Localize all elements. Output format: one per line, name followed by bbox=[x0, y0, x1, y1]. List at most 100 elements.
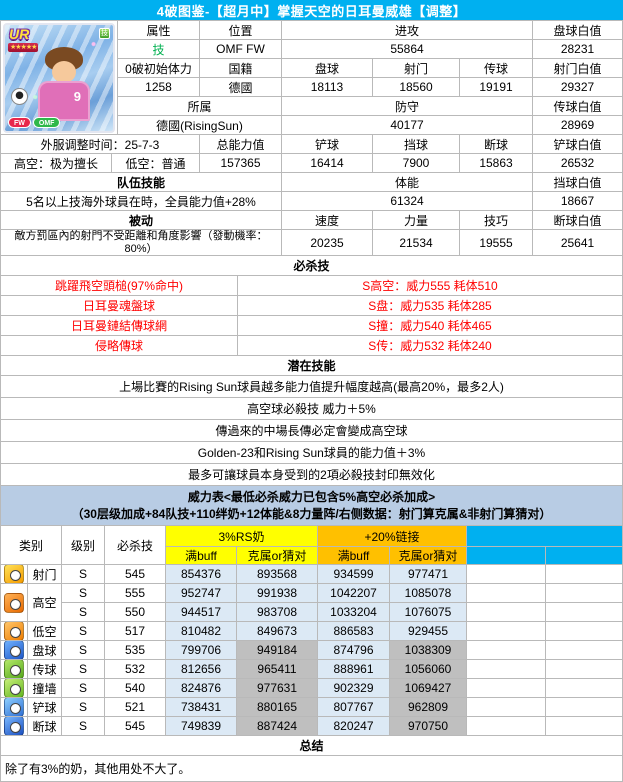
g2-fullbuff-header: 满buff bbox=[318, 547, 390, 565]
total-label: 总能力值 bbox=[200, 135, 282, 154]
shoot-icon-cell bbox=[1, 565, 28, 584]
grade-cell: S bbox=[62, 584, 105, 603]
power-table-banner: 威力表<最低必杀威力已包含5%高空必杀加成> （30层级加成+84队技+110绊… bbox=[0, 486, 623, 526]
tackle-label: 铲球 bbox=[282, 135, 373, 154]
g2-full-cell: 874796 bbox=[318, 641, 390, 660]
g1-full-cell: 749839 bbox=[166, 717, 237, 736]
rarity-badge: UR bbox=[9, 26, 30, 42]
stamina0-label: 0破初始体力 bbox=[118, 59, 200, 78]
shot-white-label: 射门白值 bbox=[533, 59, 623, 78]
shoot-icon bbox=[4, 565, 24, 583]
extra-col1-header bbox=[467, 547, 546, 565]
g2-full-cell: 934599 bbox=[318, 565, 390, 584]
grade-cell: S bbox=[62, 660, 105, 679]
category-cell: 高空 bbox=[28, 584, 62, 622]
dribble-value: 18113 bbox=[282, 78, 373, 97]
special-name: 日耳曼鏈結傳球網 bbox=[1, 316, 238, 336]
summary-header: 总结 bbox=[0, 736, 623, 756]
potential-item: 傳過來的中場長傳必定會變成高空球 bbox=[1, 420, 623, 442]
empty-cell bbox=[467, 679, 546, 698]
wall-pass-icon-cell bbox=[1, 679, 28, 698]
high-ball-icon-cell bbox=[1, 584, 28, 622]
special-name: 日耳曼魂盤球 bbox=[1, 296, 238, 316]
fw-badge: FW bbox=[8, 117, 31, 128]
special-info: S盘：威力535 耗体285 bbox=[238, 296, 623, 316]
tackle-icon bbox=[4, 698, 24, 716]
g1-full-cell: 812656 bbox=[166, 660, 237, 679]
g2-counter-cell: 1085078 bbox=[390, 584, 467, 603]
skill-power-cell: 555 bbox=[105, 584, 166, 603]
empty-cell bbox=[546, 603, 623, 622]
g1-counter-cell: 991938 bbox=[237, 584, 318, 603]
skill-power-cell: 545 bbox=[105, 565, 166, 584]
soccer-ball-icon bbox=[11, 88, 28, 105]
g2-full-cell: 886583 bbox=[318, 622, 390, 641]
g2-full-cell: 820247 bbox=[318, 717, 390, 736]
g1-full-cell: 738431 bbox=[166, 698, 237, 717]
g1-counter-cell: 880165 bbox=[237, 698, 318, 717]
stamina-value: 61324 bbox=[282, 192, 533, 211]
nation-label: 国籍 bbox=[200, 59, 282, 78]
intercept-white-label: 断球白值 bbox=[533, 211, 623, 230]
pos-value: OMF FW bbox=[200, 40, 282, 59]
passive-header: 被动 bbox=[1, 211, 282, 230]
special-info: S撞：威力540 耗体465 bbox=[238, 316, 623, 336]
low-ball-aptitude: 低空：普通 bbox=[112, 154, 200, 173]
category-cell: 盘球 bbox=[28, 641, 62, 660]
banner-line1: 威力表<最低必杀威力已包含5%高空必杀加成> bbox=[187, 489, 436, 504]
adjust-time-label: 外服调整时间：25-7-3 bbox=[1, 135, 200, 154]
attr-label: 属性 bbox=[118, 21, 200, 40]
dribble-icon bbox=[4, 641, 24, 659]
g2-full-cell: 807767 bbox=[318, 698, 390, 717]
empty-cell bbox=[546, 565, 623, 584]
extra-group-header bbox=[467, 526, 623, 547]
g2-full-cell: 1033204 bbox=[318, 603, 390, 622]
jersey-number: 9 bbox=[73, 89, 81, 104]
potential-item: 高空球必殺技 威力＋5% bbox=[1, 398, 623, 420]
category-cell: 铲球 bbox=[28, 698, 62, 717]
g1-counter-cell: 965411 bbox=[237, 660, 318, 679]
potential-item: Golden-23和Rising Sun球員的能力值＋3% bbox=[1, 442, 623, 464]
empty-cell bbox=[546, 717, 623, 736]
g2-counter-cell: 1056060 bbox=[390, 660, 467, 679]
block-white-label: 挡球白值 bbox=[533, 173, 623, 192]
power-table: 类别 级别 必杀技 3%RS奶 +20%链接 满buff 克属or猜对 满buf… bbox=[0, 526, 623, 736]
power-value: 21534 bbox=[373, 230, 460, 256]
g2-counter-cell: 1076075 bbox=[390, 603, 467, 622]
omf-badge: OMF bbox=[32, 117, 61, 128]
position-badges: FW OMF bbox=[8, 117, 61, 128]
skill-power-cell: 540 bbox=[105, 679, 166, 698]
special-info: S传：威力532 耗体240 bbox=[238, 336, 623, 356]
potential-item: 上場比賽的Rising Sun球員越多能力值提升幅度越高(最高20%，最多2人) bbox=[1, 376, 623, 398]
team-label: 所属 bbox=[118, 97, 282, 116]
special-name: 跳躍飛空頭槌(97%命中) bbox=[1, 276, 238, 296]
group1-header: 3%RS奶 bbox=[166, 526, 318, 547]
passive-text: 敵方罰區內的射門不受距離和角度影響（發動機率：80%） bbox=[1, 230, 282, 256]
power-label: 力量 bbox=[373, 211, 460, 230]
empty-cell bbox=[467, 660, 546, 679]
category-cell: 断球 bbox=[28, 717, 62, 736]
dribble-white-value: 28231 bbox=[533, 40, 623, 59]
total-value: 157365 bbox=[200, 154, 282, 173]
intercept-white-value: 25641 bbox=[533, 230, 623, 256]
empty-cell bbox=[467, 641, 546, 660]
grade-cell: S bbox=[62, 622, 105, 641]
tech-label: 技巧 bbox=[460, 211, 533, 230]
empty-cell bbox=[546, 698, 623, 717]
g2-full-cell: 902329 bbox=[318, 679, 390, 698]
high-ball-aptitude: 高空：极为擅长 bbox=[1, 154, 112, 173]
speed-label: 速度 bbox=[282, 211, 373, 230]
stats-table: 9 UR ★★★★★ 技 FW OMF 属性 位置 进攻 盘球白值 技 OMF … bbox=[0, 20, 623, 256]
defense-value: 40177 bbox=[282, 116, 533, 135]
empty-cell bbox=[467, 584, 546, 603]
block-white-value: 18667 bbox=[533, 192, 623, 211]
empty-cell bbox=[467, 717, 546, 736]
dribble-icon-cell bbox=[1, 641, 28, 660]
g1-full-cell: 952747 bbox=[166, 584, 237, 603]
g1-counter-cell: 983708 bbox=[237, 603, 318, 622]
g1-counter-header: 克属or猜对 bbox=[237, 547, 318, 565]
empty-cell bbox=[546, 641, 623, 660]
intercept-icon bbox=[4, 717, 24, 735]
category-cell: 撞墙 bbox=[28, 679, 62, 698]
g1-full-cell: 810482 bbox=[166, 622, 237, 641]
